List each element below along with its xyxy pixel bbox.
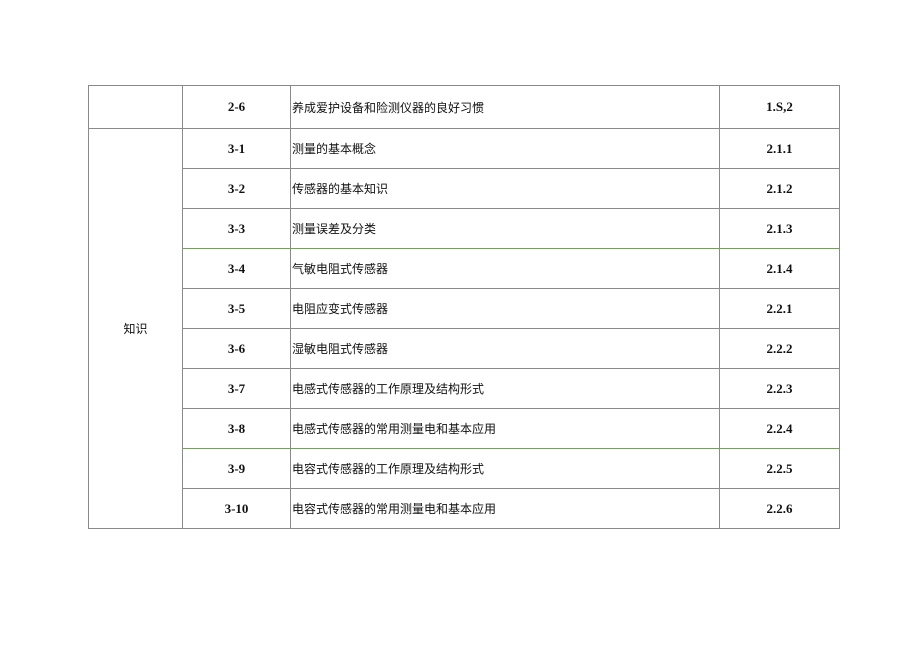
code-cell: 2-6: [182, 85, 291, 129]
ref-cell: 2.1.2: [719, 168, 840, 209]
content-cell: 测量误差及分类: [290, 208, 720, 249]
table-row: 2-6 养成爱护设备和险测仪器的良好习惯 1.S,2: [88, 85, 840, 129]
content-cell: 传感器的基本知识: [290, 168, 720, 209]
content-cell: 湿敏电阻式传感器: [290, 328, 720, 369]
table-row: 3-5 电阻应变式传感器 2.2.1: [89, 288, 840, 329]
code-cell: 3-2: [182, 168, 291, 209]
code-cell: 3-9: [182, 448, 291, 489]
table-row: 3-8 电感式传感器的常用测量电和基本应用 2.2.4: [89, 408, 840, 449]
ref-cell: 2.1.1: [719, 128, 840, 169]
ref-cell: 2.1.3: [719, 208, 840, 249]
ref-cell: 2.2.5: [719, 448, 840, 489]
code-cell: 3-6: [182, 328, 291, 369]
ref-cell: 2.1.4: [719, 248, 840, 289]
code-cell: 3-3: [182, 208, 291, 249]
code-cell: 3-4: [182, 248, 291, 289]
code-cell: 3-7: [182, 368, 291, 409]
content-cell: 养成爱护设备和险测仪器的良好习惯: [290, 85, 720, 129]
ref-cell: 2.2.3: [719, 368, 840, 409]
knowledge-table: 2-6 养成爱护设备和险测仪器的良好习惯 1.S,2 知识 3-1 测量的基本概念 2.1.…: [88, 85, 840, 529]
category-cell: [88, 85, 183, 129]
code-cell: 3-8: [182, 408, 291, 449]
table-row: 3-3 测量误差及分类 2.1.3: [89, 208, 840, 249]
content-cell: 测量的基本概念: [290, 128, 720, 169]
content-cell: 电容式传感器的工作原理及结构形式: [290, 448, 720, 489]
category-cell: 知识: [88, 128, 183, 529]
content-cell: 气敏电阻式传感器: [290, 248, 720, 289]
ref-cell: 2.2.4: [719, 408, 840, 449]
code-cell: 3-1: [182, 128, 291, 169]
table-row: 3-4 气敏电阻式传感器 2.1.4: [89, 248, 840, 289]
table-row: 3-9 电容式传感器的工作原理及结构形式 2.2.5: [89, 448, 840, 489]
table-row: 3-6 湿敏电阻式传感器 2.2.2: [89, 328, 840, 369]
ref-cell: 2.2.6: [719, 488, 840, 529]
table-row: 3-7 电感式传感器的工作原理及结构形式 2.2.3: [89, 368, 840, 409]
code-cell: 3-5: [182, 288, 291, 329]
table-row: 3-2 传感器的基本知识 2.1.2: [89, 168, 840, 209]
ref-cell: 2.2.1: [719, 288, 840, 329]
content-cell: 电阻应变式传感器: [290, 288, 720, 329]
content-cell: 电感式传感器的工作原理及结构形式: [290, 368, 720, 409]
code-cell: 3-10: [182, 488, 291, 529]
ref-cell: 1.S,2: [719, 85, 840, 129]
ref-cell: 2.2.2: [719, 328, 840, 369]
content-cell: 电感式传感器的常用测量电和基本应用: [290, 408, 720, 449]
table-row: 知识 3-1 测量的基本概念 2.1.1: [88, 128, 840, 529]
table-row: 3-10 电容式传感器的常用测量电和基本应用 2.2.6: [89, 488, 840, 529]
content-cell: 电容式传感器的常用测量电和基本应用: [290, 488, 720, 529]
